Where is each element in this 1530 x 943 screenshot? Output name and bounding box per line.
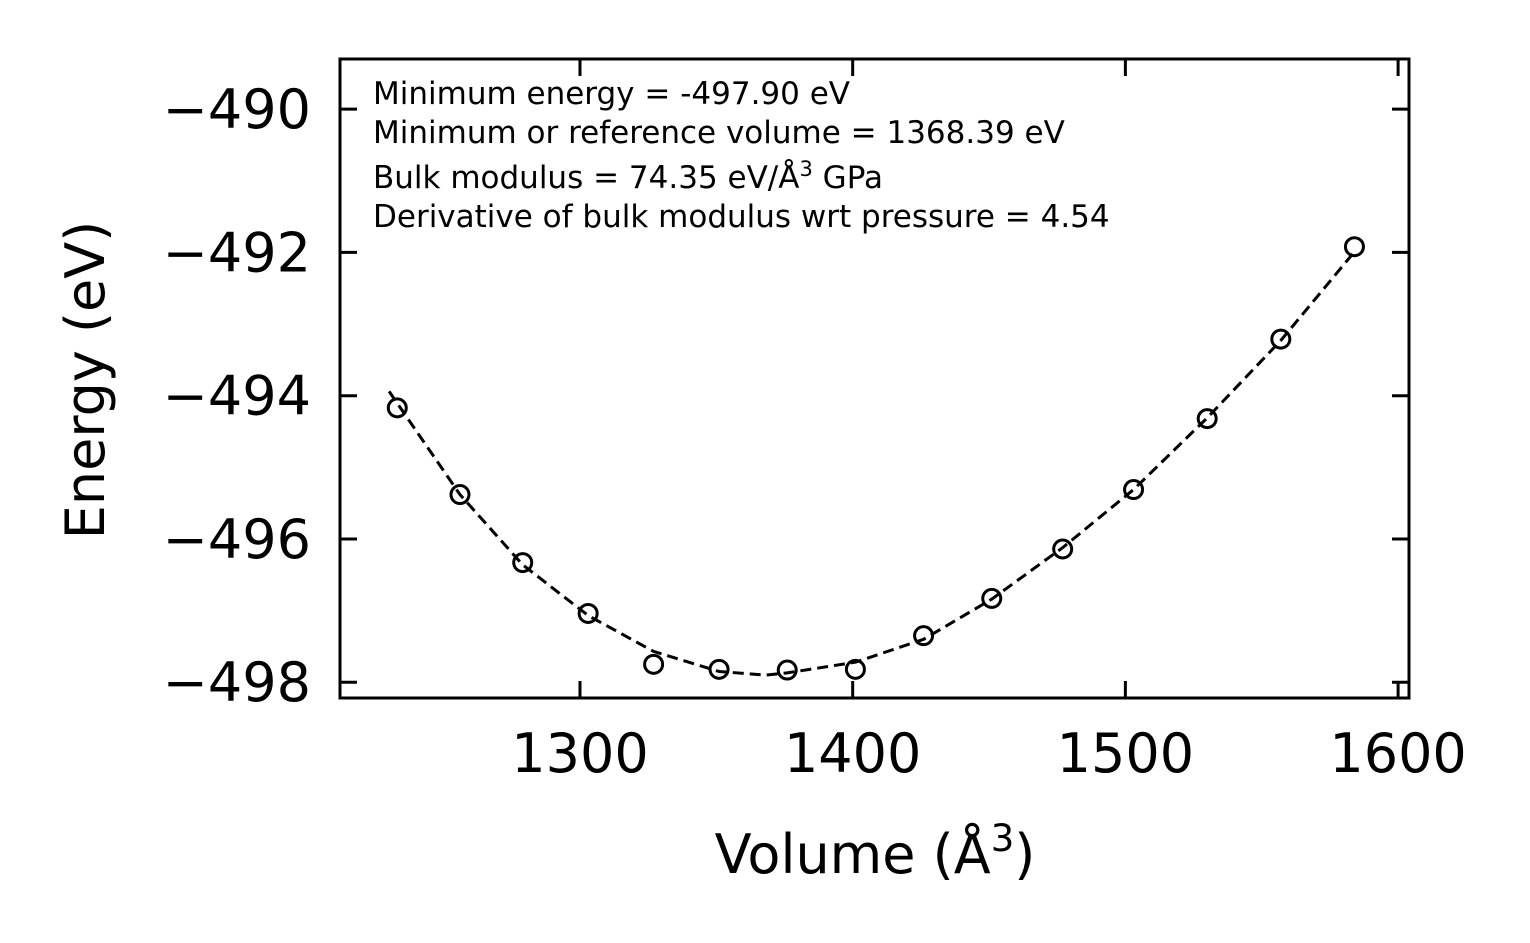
- annotation-bulk-modulus-sup: 3: [799, 157, 812, 181]
- data-point: [1123, 479, 1145, 501]
- annotation-bulk-modulus-unit: GPa: [813, 160, 883, 196]
- data-point: [1196, 408, 1218, 430]
- annotation-bulk-modulus: Bulk modulus = 74.35 eV/Å3 GPa: [373, 157, 883, 196]
- data-point: [844, 658, 866, 680]
- annotation-bulk-derivative: Derivative of bulk modulus wrt pressure …: [373, 199, 1110, 235]
- y-tick-label: −496: [163, 508, 311, 571]
- annotation-bulk-modulus-main: Bulk modulus = 74.35 eV/Å: [373, 160, 799, 196]
- data-point: [776, 659, 798, 681]
- data-point: [512, 552, 534, 574]
- annotation-min-volume: Minimum or reference volume = 1368.39 eV: [373, 115, 1065, 151]
- points-layer: [386, 236, 1365, 681]
- y-tick-label: −494: [163, 365, 311, 428]
- x-axis-label-sup: 3: [991, 817, 1015, 860]
- annotations: Minimum energy = -497.90 eV Minimum or r…: [373, 76, 1110, 235]
- x-tick-label: 1600: [1329, 722, 1466, 785]
- y-tick-label: −490: [163, 78, 311, 141]
- fit-curve: [387, 250, 1356, 677]
- y-tick-label: −498: [163, 651, 311, 714]
- x-axis-label-main: Volume (Å: [715, 822, 991, 886]
- data-point: [449, 484, 471, 506]
- data-point: [708, 658, 730, 680]
- x-tick-label: 1300: [511, 722, 648, 785]
- y-axis-label: Energy (eV): [54, 221, 117, 540]
- data-point: [577, 602, 599, 624]
- ticks-layer: 1300 1400 1500 1600 −490 −492 −494 −496 −498: [163, 59, 1467, 785]
- x-tick-label: 1500: [1057, 722, 1194, 785]
- data-point: [1343, 236, 1365, 258]
- data-point: [1270, 328, 1292, 350]
- data-point: [386, 397, 408, 419]
- data-point: [643, 653, 665, 675]
- fit-layer: [387, 250, 1356, 677]
- x-axis-label: Volume (Å3): [715, 817, 1036, 886]
- x-tick-label: 1400: [784, 722, 921, 785]
- x-axis-label-end: ): [1014, 823, 1035, 886]
- y-tick-label: −492: [163, 221, 311, 284]
- annotation-min-energy: Minimum energy = -497.90 eV: [373, 76, 850, 112]
- data-point: [1052, 538, 1074, 560]
- data-point: [981, 587, 1003, 609]
- data-point: [913, 625, 935, 647]
- plot-frame: [338, 57, 1411, 700]
